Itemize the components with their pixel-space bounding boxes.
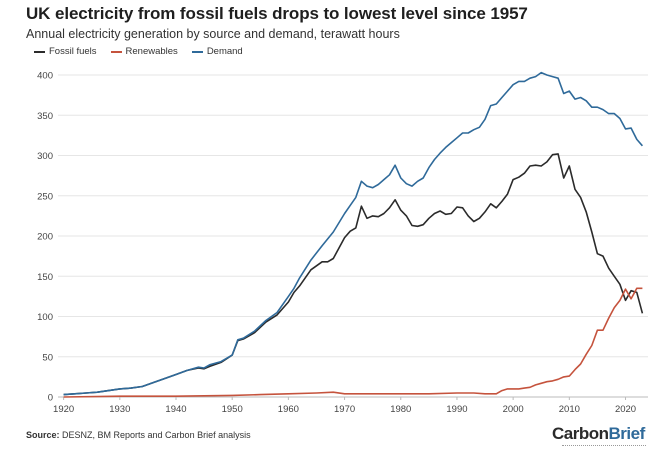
y-tick-label-100: 100: [37, 312, 53, 323]
x-tick-label-1960: 1960: [278, 404, 299, 415]
chart-legend: Fossil fuels Renewables Demand: [34, 46, 257, 57]
x-tick-label-1970: 1970: [334, 404, 355, 415]
logo-underline: [562, 445, 646, 449]
legend-item-renewables: Renewables: [110, 46, 178, 57]
x-tick-label-1980: 1980: [390, 404, 411, 415]
legend-item-demand: Demand: [191, 46, 243, 57]
series-lines: [63, 71, 644, 398]
series-line-fossil-fuels: [63, 153, 644, 396]
y-tick-label-200: 200: [37, 232, 53, 243]
source-note: Source: DESNZ, BM Reports and Carbon Bri…: [26, 430, 251, 440]
y-tick-label-350: 350: [37, 111, 53, 122]
chart-subtitle: Annual electricity generation by source …: [26, 27, 400, 41]
y-tick-label-0: 0: [48, 393, 53, 404]
x-tick-label-1940: 1940: [165, 404, 186, 415]
y-tick-label-50: 50: [42, 352, 53, 363]
chart-title: UK electricity from fossil fuels drops t…: [26, 4, 528, 23]
x-tick-label-1990: 1990: [446, 404, 467, 415]
x-tick-label-1950: 1950: [222, 404, 243, 415]
y-tick-label-250: 250: [37, 191, 53, 202]
x-tick-label-1930: 1930: [109, 404, 130, 415]
x-tick-label-2020: 2020: [615, 404, 636, 415]
legend-label-renewables: Renewables: [125, 46, 178, 57]
source-label: Source:: [26, 430, 60, 440]
brand-part-1: Carbon: [552, 424, 609, 443]
x-tick-label-1920: 1920: [53, 404, 74, 415]
y-tick-label-300: 300: [37, 151, 53, 162]
y-tick-label-400: 400: [37, 71, 53, 82]
legend-swatch-renewables: [110, 50, 122, 53]
legend-label-fossil-fuels: Fossil fuels: [49, 46, 97, 57]
x-axis-tick-labels: 1920 1930 1940 1950 1960 1970 1980 1990 2000 2010…: [53, 397, 636, 415]
y-axis-tick-labels: 0 50 100 150 200 250 300 350 400: [37, 71, 53, 404]
brand-part-2: Brief: [608, 424, 646, 443]
y-tick-label-150: 150: [37, 272, 53, 283]
series-line-demand: [63, 71, 644, 396]
series-line-renewables: [63, 287, 643, 398]
legend-label-demand: Demand: [206, 46, 243, 57]
carbon-brief-logo: CarbonBrief: [552, 424, 645, 444]
legend-swatch-demand: [191, 50, 203, 53]
source-text: DESNZ, BM Reports and Carbon Brief analy…: [59, 430, 251, 440]
grid-lines: [58, 74, 648, 398]
x-tick-label-2000: 2000: [503, 404, 524, 415]
x-tick-label-2010: 2010: [559, 404, 580, 415]
legend-item-fossil-fuels: Fossil fuels: [34, 46, 97, 57]
legend-swatch-fossil-fuels: [34, 50, 45, 53]
